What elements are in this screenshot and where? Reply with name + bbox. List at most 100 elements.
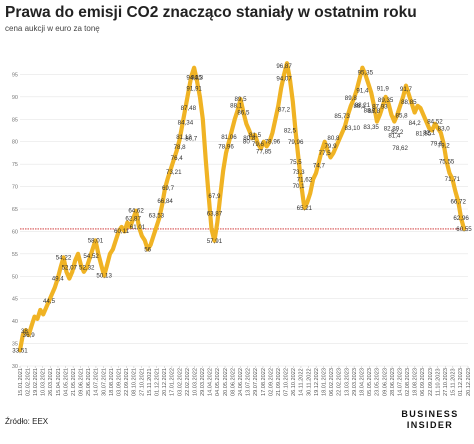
data-point <box>361 67 363 69</box>
data-label: 73,3 <box>293 169 306 176</box>
data-point <box>347 114 349 116</box>
data-label: 54,22 <box>56 254 72 261</box>
data-label: 88,1 <box>354 103 367 110</box>
data-label: 79,9 <box>324 143 337 150</box>
x-tick-label: 07.10.2022 <box>284 368 290 396</box>
data-point <box>184 107 186 109</box>
x-tick-label: 11.10.2023 <box>435 368 441 396</box>
data-point <box>170 168 172 170</box>
data-point <box>367 82 369 84</box>
data-label: 64,62 <box>128 208 144 215</box>
data-point <box>86 266 88 268</box>
x-tick-label: 30.07.2021 <box>101 368 107 396</box>
data-label: 91,7 <box>400 86 413 93</box>
brand-logo: BUSINESS INSIDER <box>390 409 470 431</box>
data-point <box>228 141 230 143</box>
data-point <box>225 152 227 154</box>
data-point <box>280 87 282 89</box>
data-point <box>202 118 204 120</box>
x-tick-label: 27.10.2021 <box>139 368 145 396</box>
data-point <box>263 141 265 143</box>
data-point <box>385 96 387 98</box>
x-tick-label: 21.09.2022 <box>276 368 282 396</box>
y-tick-label: 90 <box>12 95 18 101</box>
data-point <box>92 248 94 250</box>
data-label: 75,55 <box>439 159 455 166</box>
data-point <box>315 172 317 174</box>
chart-subtitle: cena aukcji w euro za tonę <box>5 24 100 33</box>
data-label: 82,1 <box>423 129 436 136</box>
data-label: 85,73 <box>334 113 350 120</box>
data-point <box>309 192 311 194</box>
data-point <box>254 134 256 136</box>
x-tick-label: 20.12.2023 <box>466 368 472 396</box>
data-label: 81,12 <box>176 134 192 141</box>
data-point <box>71 271 73 273</box>
data-point <box>324 141 326 143</box>
data-point <box>414 112 416 114</box>
data-label: 44,5 <box>43 298 56 305</box>
data-label: 62,96 <box>453 215 469 222</box>
data-point <box>300 186 302 188</box>
data-point <box>31 325 33 327</box>
data-point <box>199 96 201 98</box>
data-point <box>109 253 111 255</box>
data-point <box>393 121 395 123</box>
data-point <box>28 334 30 336</box>
x-tick-label: 15.11.2023 <box>451 368 457 396</box>
x-tick-label: 21.05.2021 <box>71 368 77 396</box>
data-label: 96,87 <box>276 63 292 70</box>
data-point <box>274 118 276 120</box>
data-point <box>405 85 407 87</box>
data-point <box>460 217 462 219</box>
data-label: 71,71 <box>445 176 461 183</box>
data-label: 94,07 <box>276 75 292 82</box>
x-tick-label: 06.09.2023 <box>420 368 426 396</box>
data-label: 66,84 <box>157 198 173 205</box>
data-point <box>211 228 213 230</box>
data-label: 77,5 <box>319 150 332 157</box>
data-point <box>448 172 450 174</box>
data-point <box>123 230 125 232</box>
chart-title: Prawa do emisji CO2 znacząco staniały w … <box>5 4 417 21</box>
data-label: 78,8 <box>174 144 187 151</box>
data-point <box>338 138 340 140</box>
data-point <box>454 190 456 192</box>
data-point <box>417 105 419 107</box>
x-tick-label: 13.03.2023 <box>344 368 350 396</box>
data-point <box>431 130 433 131</box>
x-tick-label: 27.10.2023 <box>443 368 449 396</box>
data-label: 91,9 <box>377 85 390 92</box>
data-point <box>312 178 314 180</box>
data-point <box>219 195 221 197</box>
x-tick-label: 02.09.2022 <box>268 368 274 396</box>
data-point <box>303 207 305 209</box>
x-tick-label: 10.03.2022 <box>192 368 198 396</box>
data-label: 66,72 <box>450 198 466 205</box>
x-tick-label: 15.04.2021 <box>56 368 62 396</box>
data-point <box>121 226 123 228</box>
x-tick-label: 18.04.2023 <box>359 368 365 396</box>
data-point <box>332 152 334 154</box>
y-tick-label: 95 <box>12 72 18 78</box>
data-point <box>411 103 413 105</box>
data-label: 36,9 <box>23 332 36 339</box>
data-point <box>100 264 102 266</box>
data-point <box>213 240 215 242</box>
x-tick-label: 28.06.2023 <box>390 368 396 396</box>
y-tick-label: 80 <box>12 140 18 146</box>
data-point <box>419 107 421 109</box>
data-label: 65,21 <box>297 205 313 212</box>
data-label: 49,4 <box>52 276 65 283</box>
data-label: 57,91 <box>207 238 223 245</box>
data-label: 62,87 <box>125 216 141 223</box>
x-tick-label: 14.11.2022 <box>299 368 305 396</box>
data-label: 89,35 <box>378 97 394 104</box>
data-point <box>245 123 247 125</box>
data-label: 58,01 <box>88 237 104 244</box>
y-tick-label: 75 <box>12 162 18 168</box>
data-point <box>103 275 105 277</box>
x-tick-label: 10.03.2021 <box>41 368 47 396</box>
